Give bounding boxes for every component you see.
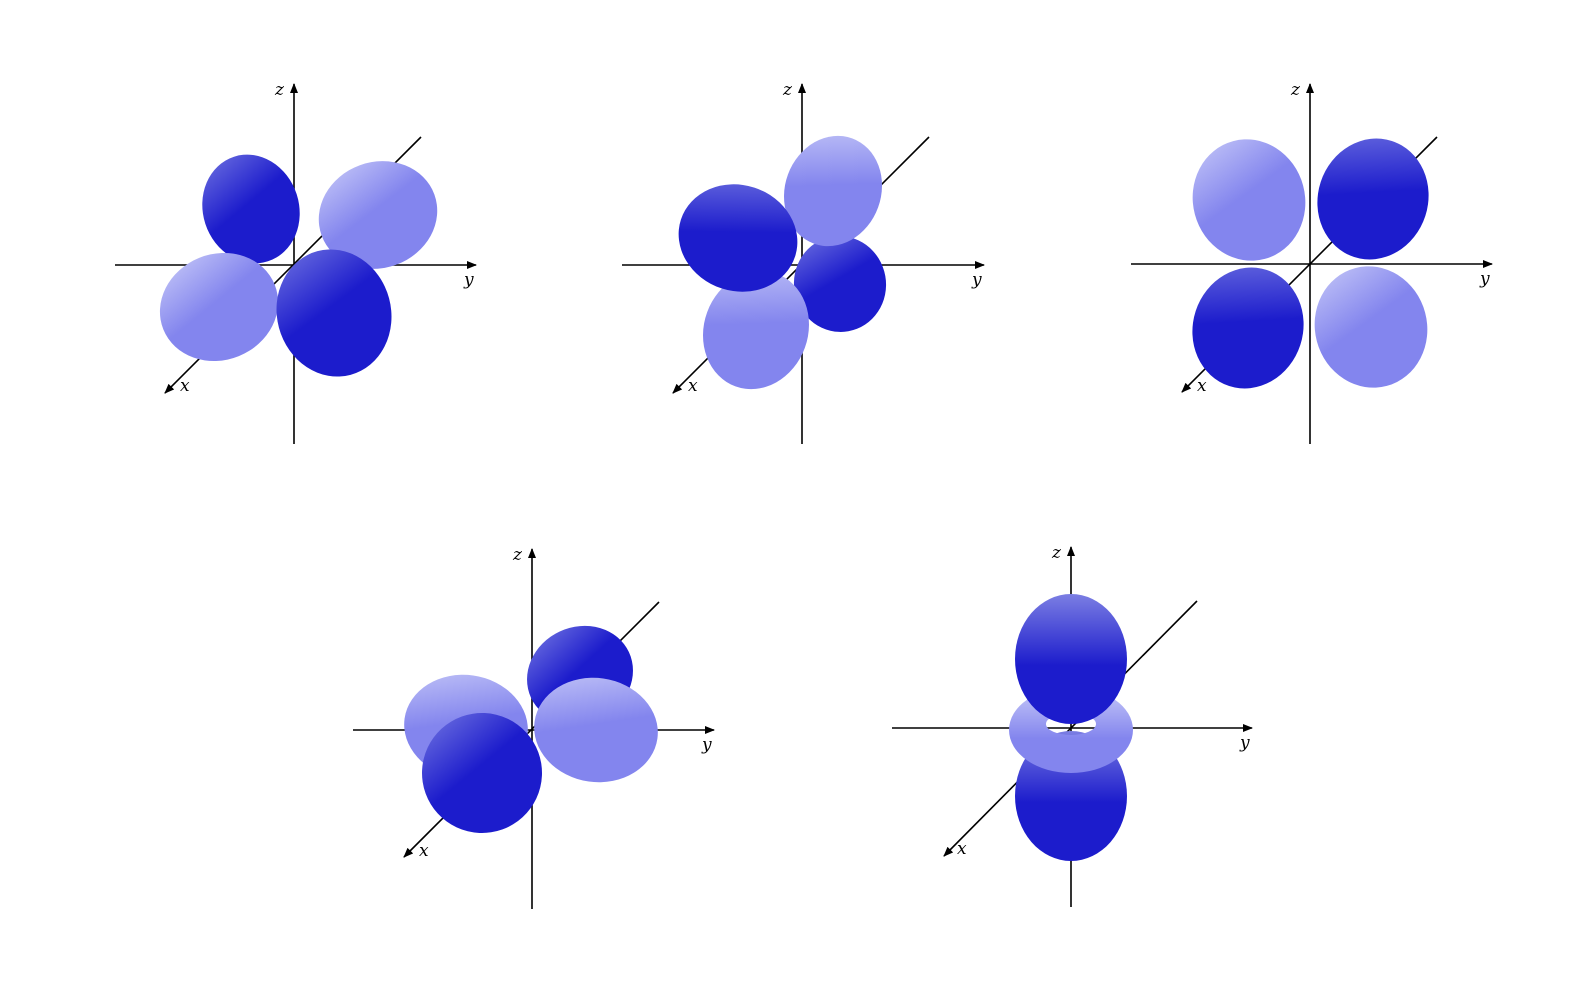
orbital-lobe-dark — [678, 184, 798, 292]
x-axis-label: x — [1197, 376, 1207, 396]
orbital-2: z y x — [622, 80, 985, 444]
z-axis-label: z — [1051, 543, 1062, 563]
orbital-1: z y x — [115, 80, 477, 444]
orbital-4: z y x — [353, 545, 715, 909]
x-axis-label: x — [957, 839, 967, 859]
orbital-lobe-dark — [422, 713, 542, 833]
orbital-lobe-dark — [202, 154, 300, 264]
orbital-3: z y x — [1131, 80, 1493, 444]
orbital-5: z y x — [892, 543, 1253, 907]
y-axis-label: y — [1239, 733, 1250, 753]
orbital-lobe-light — [703, 270, 809, 390]
orbital-lobe-dark — [276, 249, 392, 377]
orbital-lobe-dark — [1317, 138, 1429, 260]
x-axis-label: x — [180, 376, 190, 396]
x-axis-label: x — [688, 376, 698, 396]
y-axis-label: y — [701, 735, 712, 755]
y-axis-label: y — [1479, 269, 1490, 289]
x-axis — [943, 600, 1198, 857]
z-axis-label: z — [1290, 80, 1301, 100]
y-axis-label: y — [971, 270, 982, 290]
orbital-lobe-dark — [793, 236, 887, 332]
orbital-lobe-light — [1314, 266, 1428, 388]
z-axis-label: z — [782, 80, 793, 100]
orbital-lobe-light — [783, 135, 883, 247]
orbital-lobe-dark — [1192, 267, 1304, 389]
orbital-lobe-light — [159, 252, 279, 362]
z-axis-label: z — [512, 545, 523, 565]
orbital-lobe-dark — [1015, 594, 1127, 724]
y-axis-label: y — [463, 270, 474, 290]
orbital-lobe-light — [318, 161, 438, 269]
orbital-lobe-light — [534, 677, 658, 783]
orbital-lobe-light — [1192, 139, 1306, 261]
x-axis-label: x — [419, 841, 429, 861]
z-axis-label: z — [274, 80, 285, 100]
